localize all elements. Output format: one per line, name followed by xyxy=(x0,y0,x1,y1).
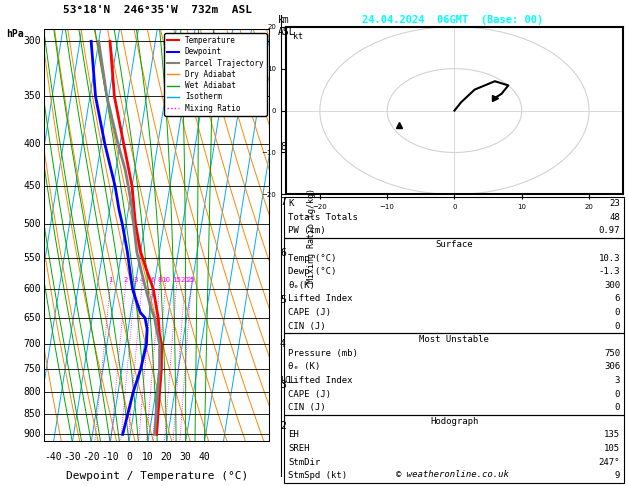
Text: 9: 9 xyxy=(615,471,620,480)
Text: 4: 4 xyxy=(140,278,144,283)
Text: 10: 10 xyxy=(161,278,170,283)
Text: 7: 7 xyxy=(280,197,286,207)
Text: 1: 1 xyxy=(108,278,113,283)
Text: 300: 300 xyxy=(604,281,620,290)
Text: hPa: hPa xyxy=(6,29,24,39)
Text: CAPE (J): CAPE (J) xyxy=(288,390,331,399)
Text: EH: EH xyxy=(288,431,299,439)
Text: 6: 6 xyxy=(280,248,286,258)
Text: 900: 900 xyxy=(23,430,41,439)
Text: CAPE (J): CAPE (J) xyxy=(288,308,331,317)
Text: 850: 850 xyxy=(23,409,41,419)
Text: 3: 3 xyxy=(615,376,620,385)
Text: Surface: Surface xyxy=(435,240,473,249)
Text: StmDir: StmDir xyxy=(288,458,320,467)
Text: kt: kt xyxy=(293,32,303,41)
Text: 105: 105 xyxy=(604,444,620,453)
Text: Temp (°C): Temp (°C) xyxy=(288,254,337,262)
Text: 6: 6 xyxy=(615,295,620,303)
Text: StmSpd (kt): StmSpd (kt) xyxy=(288,471,347,480)
Text: 700: 700 xyxy=(23,339,41,349)
Text: 550: 550 xyxy=(23,253,41,263)
Text: Mixing Ratio (g/kg): Mixing Ratio (g/kg) xyxy=(307,188,316,283)
Text: 300: 300 xyxy=(23,36,41,46)
Text: 247°: 247° xyxy=(599,458,620,467)
Text: 20: 20 xyxy=(181,278,189,283)
Text: ASL: ASL xyxy=(278,27,296,37)
Text: 135: 135 xyxy=(604,431,620,439)
Text: θₑ(K): θₑ(K) xyxy=(288,281,315,290)
Text: 0: 0 xyxy=(126,452,132,462)
Text: 10.3: 10.3 xyxy=(599,254,620,262)
Text: 800: 800 xyxy=(23,387,41,397)
Text: © weatheronline.co.uk: © weatheronline.co.uk xyxy=(396,469,509,479)
Text: 3: 3 xyxy=(133,278,138,283)
Text: 500: 500 xyxy=(23,219,41,229)
Text: -1.3: -1.3 xyxy=(599,267,620,276)
Text: Most Unstable: Most Unstable xyxy=(419,335,489,344)
Text: Lifted Index: Lifted Index xyxy=(288,376,353,385)
Text: 0: 0 xyxy=(615,308,620,317)
Text: CIN (J): CIN (J) xyxy=(288,322,326,330)
Text: 0.97: 0.97 xyxy=(599,226,620,235)
Text: 350: 350 xyxy=(23,91,41,102)
Text: 25: 25 xyxy=(187,278,196,283)
Text: 10: 10 xyxy=(142,452,153,462)
Text: 750: 750 xyxy=(23,364,41,374)
Text: Dewp (°C): Dewp (°C) xyxy=(288,267,337,276)
Text: θₑ (K): θₑ (K) xyxy=(288,363,320,371)
Text: SREH: SREH xyxy=(288,444,309,453)
Text: 450: 450 xyxy=(23,181,41,191)
Text: 2: 2 xyxy=(280,421,286,432)
Text: Dewpoint / Temperature (°C): Dewpoint / Temperature (°C) xyxy=(66,471,248,481)
Text: 23: 23 xyxy=(610,199,620,208)
Text: 0: 0 xyxy=(615,390,620,399)
Text: 600: 600 xyxy=(23,284,41,295)
Text: 20: 20 xyxy=(161,452,172,462)
Text: km: km xyxy=(278,15,290,25)
Text: Totals Totals: Totals Totals xyxy=(288,213,358,222)
Text: 15: 15 xyxy=(172,278,181,283)
Text: 8: 8 xyxy=(280,142,286,152)
Text: Lifted Index: Lifted Index xyxy=(288,295,353,303)
Text: 6: 6 xyxy=(150,278,155,283)
Text: 24.04.2024  06GMT  (Base: 00): 24.04.2024 06GMT (Base: 00) xyxy=(362,15,543,25)
Text: 53°18'N  246°35'W  732m  ASL: 53°18'N 246°35'W 732m ASL xyxy=(63,4,252,15)
Text: Pressure (mb): Pressure (mb) xyxy=(288,349,358,358)
Text: -40: -40 xyxy=(45,452,62,462)
Text: 2: 2 xyxy=(123,278,128,283)
Legend: Temperature, Dewpoint, Parcel Trajectory, Dry Adiabat, Wet Adiabat, Isotherm, Mi: Temperature, Dewpoint, Parcel Trajectory… xyxy=(164,33,267,116)
Text: 30: 30 xyxy=(180,452,191,462)
Text: 5: 5 xyxy=(280,295,286,306)
Text: -30: -30 xyxy=(64,452,81,462)
Text: 48: 48 xyxy=(610,213,620,222)
Text: -20: -20 xyxy=(82,452,100,462)
Text: 40: 40 xyxy=(199,452,210,462)
Text: 400: 400 xyxy=(23,139,41,149)
Text: 4: 4 xyxy=(280,339,286,349)
Text: -10: -10 xyxy=(101,452,119,462)
Text: CIN (J): CIN (J) xyxy=(288,403,326,412)
Text: PW (cm): PW (cm) xyxy=(288,226,326,235)
Text: 0: 0 xyxy=(615,403,620,412)
Text: 306: 306 xyxy=(604,363,620,371)
Text: Hodograph: Hodograph xyxy=(430,417,478,426)
Text: 0: 0 xyxy=(615,322,620,330)
Text: 3: 3 xyxy=(280,381,286,390)
Text: K: K xyxy=(288,199,294,208)
Text: 650: 650 xyxy=(23,313,41,323)
Text: 750: 750 xyxy=(604,349,620,358)
Text: 8: 8 xyxy=(157,278,162,283)
Text: LCL: LCL xyxy=(280,376,295,385)
